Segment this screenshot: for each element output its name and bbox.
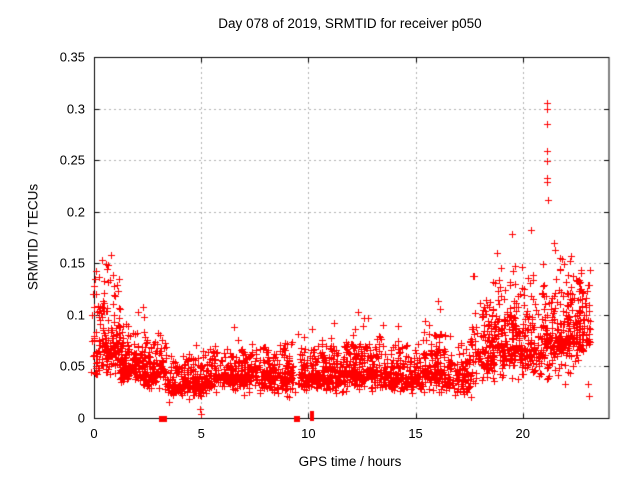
y-axis-label: SRMTID / TECUs xyxy=(25,183,41,291)
x-tick-label: 5 xyxy=(197,426,205,441)
chart-title: Day 078 of 2019, SRMTID for receiver p05… xyxy=(218,16,482,31)
y-tick-label: 0.25 xyxy=(59,152,85,168)
x-tick-label: 0 xyxy=(90,426,98,441)
x-tick-label: 10 xyxy=(301,426,316,441)
y-tick-label: 0.2 xyxy=(66,204,85,220)
x-tick-label: 20 xyxy=(515,426,530,441)
y-tick-label: 0.05 xyxy=(59,358,85,374)
y-tick-label: 0.15 xyxy=(59,255,85,271)
y-tick-label: 0.3 xyxy=(66,101,85,117)
y-tick-label: 0 xyxy=(77,410,85,426)
y-tick-label: 0.1 xyxy=(66,307,85,323)
x-axis-label: GPS time / hours xyxy=(298,454,402,469)
x-tick-label: 15 xyxy=(408,426,423,441)
y-tick-label: 0.35 xyxy=(59,49,85,65)
